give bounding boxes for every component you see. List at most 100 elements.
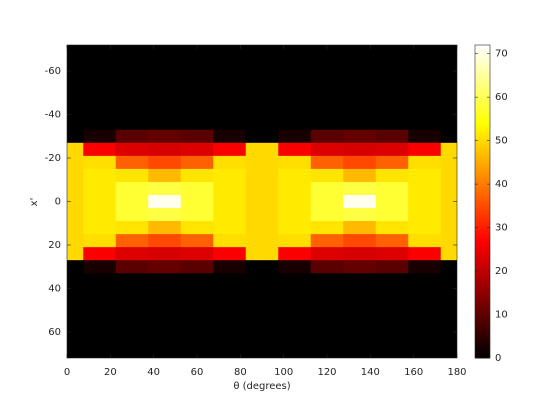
colorbar-swatch — [475, 193, 490, 197]
heatmap-cell — [115, 129, 149, 144]
heatmap-cell — [148, 103, 182, 118]
colorbar-swatch — [475, 243, 490, 247]
heatmap-cell — [245, 129, 279, 144]
heatmap-cell — [245, 221, 279, 235]
heatmap-cell — [180, 181, 214, 196]
heatmap-cell — [67, 116, 84, 131]
heatmap-cell — [343, 45, 377, 53]
heatmap-cell — [180, 116, 214, 131]
heatmap-cell — [278, 351, 312, 358]
colorbar-tick-label: 60 — [495, 92, 508, 103]
colorbar-swatch — [475, 209, 490, 213]
heatmap-cell — [375, 129, 409, 144]
heatmap-cell — [148, 155, 182, 170]
heatmap-cell — [440, 273, 457, 287]
heatmap-cell — [180, 64, 214, 79]
heatmap-cell — [148, 142, 182, 157]
colorbar-swatch — [475, 308, 490, 312]
heatmap-cell — [278, 64, 312, 79]
heatmap-cell — [115, 142, 149, 157]
colorbar-tick-label: 10 — [495, 310, 508, 321]
colorbar-swatch — [475, 112, 490, 116]
heatmap-cell — [375, 155, 409, 170]
colorbar-swatch — [475, 258, 490, 262]
heatmap-cell — [180, 77, 214, 92]
heatmap-cell — [440, 181, 457, 196]
heatmap-cell — [180, 194, 214, 209]
heatmap-cell — [148, 325, 182, 339]
x-tick-label: 0 — [64, 367, 70, 378]
heatmap-cell — [310, 51, 344, 66]
heatmap-cell — [310, 142, 344, 157]
heatmap-cell — [440, 247, 457, 261]
colorbar-swatch — [475, 326, 490, 330]
colorbar-swatch — [475, 102, 490, 106]
heatmap-cell — [278, 116, 312, 131]
heatmap-cell — [115, 168, 149, 183]
heatmap-cell — [343, 260, 377, 274]
heatmap-cell — [310, 247, 344, 261]
heatmap-cell — [440, 77, 457, 92]
heatmap-cell — [375, 338, 409, 352]
colorbar-swatch — [475, 232, 490, 236]
heatmap-cell — [408, 247, 442, 261]
heatmap-cell — [115, 221, 149, 235]
heatmap-cell — [67, 90, 84, 105]
heatmap-cell — [310, 129, 344, 144]
heatmap-cell — [440, 260, 457, 274]
heatmap-cell — [67, 221, 84, 235]
heatmap-cell — [440, 168, 457, 183]
colorbar-swatch — [475, 217, 490, 221]
heatmap-cell — [213, 51, 247, 66]
heatmap-cell — [213, 208, 247, 222]
heatmap-cell — [83, 286, 117, 300]
colorbar-swatch — [475, 269, 490, 273]
heatmap-cell — [180, 155, 214, 170]
colorbar-swatch — [475, 238, 490, 242]
heatmap-cell — [343, 103, 377, 118]
heatmap-cell — [408, 208, 442, 222]
colorbar-swatch — [475, 316, 490, 320]
colorbar-swatch — [475, 63, 490, 67]
colorbar-swatch — [475, 224, 490, 229]
x-tick-label: 40 — [147, 367, 160, 378]
colorbar-swatch — [475, 170, 490, 174]
heatmap-cell — [148, 312, 182, 326]
colorbar-swatch — [475, 68, 490, 72]
heatmap-cell — [83, 312, 117, 326]
x-tick-label: 80 — [234, 367, 247, 378]
heatmap-cell — [408, 338, 442, 352]
heatmap-cell — [180, 325, 214, 339]
colorbar-swatch — [475, 185, 490, 189]
heatmap-cell — [278, 234, 312, 248]
heatmap-cell — [440, 299, 457, 313]
colorbar-swatch — [475, 141, 490, 145]
heatmap-cell — [83, 221, 117, 235]
heatmap-cell — [83, 90, 117, 105]
colorbar-swatch — [475, 227, 490, 231]
colorbar-swatch — [475, 81, 490, 85]
heatmap-cell — [180, 247, 214, 261]
y-tick-label: -60 — [45, 66, 61, 77]
heatmap-cell — [375, 168, 409, 183]
heatmap-cell — [115, 103, 149, 118]
colorbar-swatch — [475, 274, 490, 278]
colorbar-swatch — [475, 164, 490, 169]
colorbar-swatch — [475, 324, 490, 328]
heatmap-cell — [83, 77, 117, 92]
heatmap-cell — [408, 299, 442, 313]
heatmap-cell — [180, 338, 214, 352]
heatmap-cell — [245, 260, 279, 274]
colorbar-swatch — [475, 47, 490, 51]
colorbar-swatch — [475, 303, 490, 307]
heatmap-cell — [213, 312, 247, 326]
heatmap-cell — [408, 90, 442, 105]
colorbar-swatch — [475, 311, 490, 315]
colorbar-swatch — [475, 266, 490, 270]
heatmap-cell — [213, 45, 247, 53]
heatmap-cell — [148, 273, 182, 287]
colorbar-swatch — [475, 91, 490, 96]
heatmap-cell — [180, 51, 214, 66]
heatmap-cell — [245, 116, 279, 131]
colorbar-swatch — [475, 146, 490, 150]
